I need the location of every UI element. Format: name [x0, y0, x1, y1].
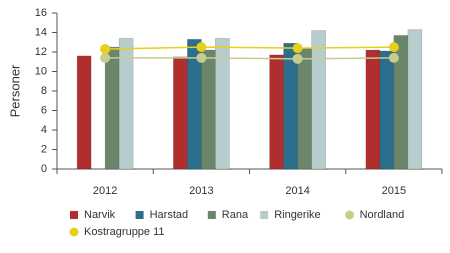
legend-swatch	[260, 211, 269, 219]
line-point	[100, 44, 111, 55]
bar	[365, 49, 381, 170]
bar	[76, 55, 92, 170]
x-tick-label: 2013	[189, 185, 213, 197]
bar	[201, 49, 216, 170]
legend-swatch	[69, 227, 79, 237]
legend-label: Ringerike	[274, 209, 320, 221]
line-point	[388, 42, 399, 53]
line-point	[196, 52, 207, 63]
legend-label: Rana	[222, 209, 249, 221]
legend-swatch	[207, 211, 216, 219]
legend-label: Nordland	[360, 209, 405, 221]
y-tick-label: 10	[35, 65, 47, 77]
x-tick-label: 2015	[382, 185, 406, 197]
legend-swatch	[345, 210, 355, 220]
line-point	[100, 52, 111, 63]
bar	[297, 47, 312, 170]
line-point	[292, 53, 303, 64]
bar	[173, 56, 188, 170]
bar	[407, 29, 423, 170]
y-tick-label: 12	[35, 46, 47, 58]
bar	[118, 38, 134, 170]
y-tick-label: 8	[41, 85, 47, 97]
legend-swatch	[135, 211, 144, 219]
y-tick-label: 6	[41, 104, 47, 116]
y-tick-label: 16	[35, 7, 47, 19]
legend-label: Narvik	[84, 209, 116, 221]
legend-label: Kostragruppe 11	[84, 226, 165, 238]
y-tick-label: 4	[41, 124, 47, 136]
y-tick-label: 0	[41, 163, 47, 175]
bar	[104, 46, 120, 170]
bar	[215, 38, 230, 170]
y-axis-label: Personer	[7, 64, 22, 117]
line	[105, 46, 394, 50]
line-point	[292, 43, 303, 54]
bar	[269, 54, 284, 170]
legend-swatch	[70, 211, 78, 219]
line-point	[388, 52, 399, 63]
line-point	[196, 42, 207, 53]
legend-label: Harstad	[150, 209, 189, 221]
y-tick-label: 2	[41, 143, 47, 155]
bar	[311, 30, 326, 170]
line	[105, 57, 394, 60]
y-tick-label: 14	[35, 26, 47, 38]
x-tick-label: 2014	[285, 185, 309, 197]
bar	[379, 50, 395, 170]
x-tick-label: 2012	[93, 185, 117, 197]
